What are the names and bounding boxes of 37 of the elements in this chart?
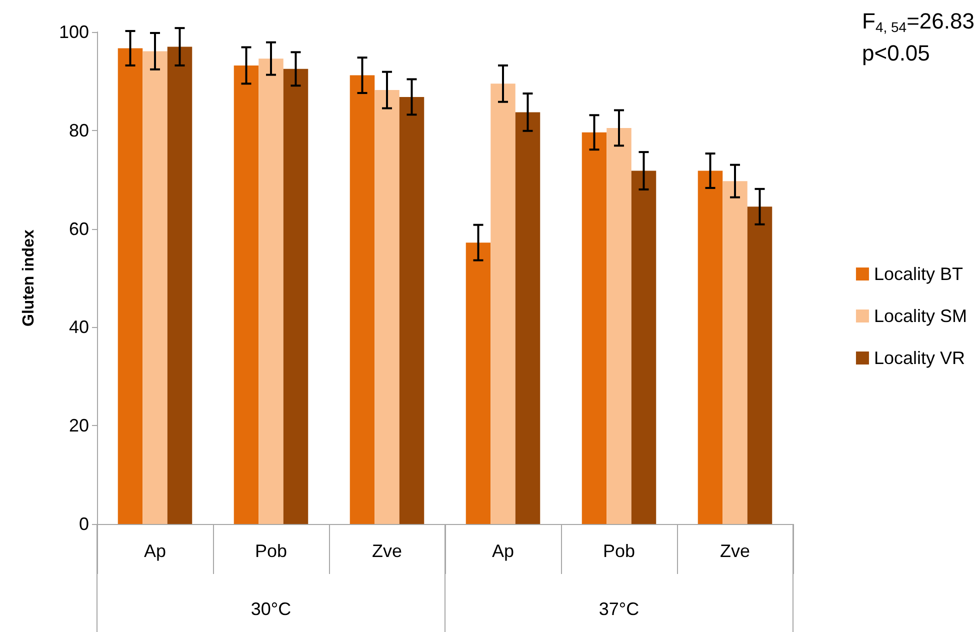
text: 30°C: [250, 599, 292, 619]
legend-label: Locality BT: [874, 264, 964, 284]
bar: [142, 51, 168, 524]
y-tick-label: 40: [68, 317, 89, 338]
bar: [118, 48, 143, 524]
bar: [399, 96, 424, 524]
y-tick-label: 60: [68, 218, 89, 239]
x-tick-label: Ap: [144, 541, 166, 561]
bar: [515, 112, 540, 524]
x-tick-label: Ap: [492, 541, 514, 561]
bar: [490, 84, 516, 524]
legend-label: Locality VR: [874, 348, 966, 368]
bar: [747, 206, 772, 524]
bar: [283, 68, 308, 524]
y-tick-label: 0: [78, 514, 89, 534]
text: 37°C: [598, 599, 640, 619]
legend-label: Locality SM: [874, 306, 968, 326]
bar: [582, 132, 607, 524]
y-tick-label: 80: [68, 120, 89, 140]
text: p<0.05: [862, 40, 930, 66]
x-tick-label: Zve: [372, 541, 402, 561]
bar: [631, 170, 656, 524]
x-tick-label: Pob: [254, 541, 288, 561]
y-tick-label: 100: [58, 22, 89, 42]
bar: [722, 181, 748, 524]
bar: [698, 170, 723, 524]
bar: [350, 75, 375, 524]
bar: [466, 242, 491, 524]
bar: [234, 65, 259, 524]
x-tick-label: Zve: [720, 541, 750, 561]
bar: [374, 90, 400, 524]
bar: [606, 128, 632, 524]
y-tick-label: 20: [68, 416, 89, 436]
bar: [167, 46, 192, 524]
y-axis-title: Gluten index: [20, 229, 38, 326]
x-tick-label: Pob: [602, 541, 636, 561]
bar: [258, 58, 284, 524]
